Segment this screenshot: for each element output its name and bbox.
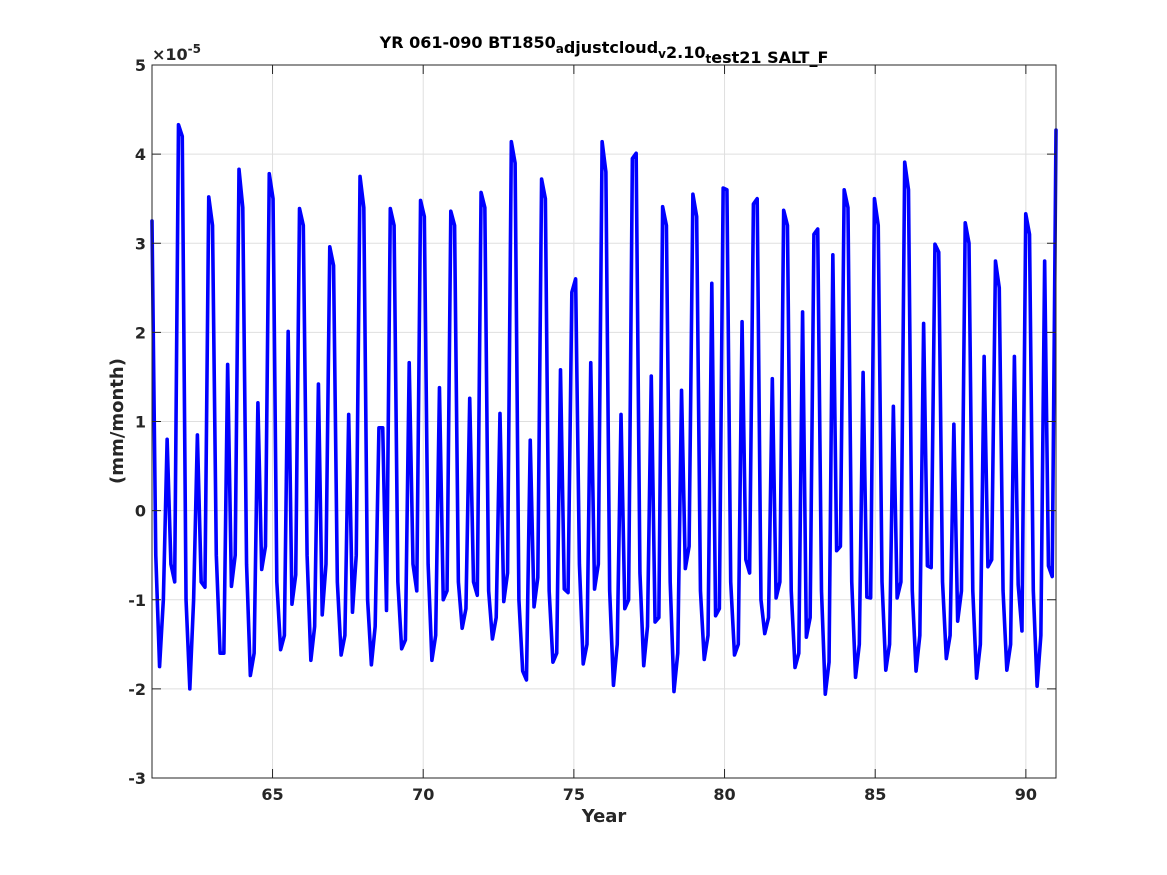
- title-part: 2.10: [666, 43, 705, 62]
- series-line: [150, 122, 1058, 697]
- y-tick-label: 4: [135, 145, 146, 164]
- y-tick-label: -3: [128, 769, 146, 788]
- y-tick-label: 0: [135, 502, 146, 521]
- y-tick-label: 3: [135, 234, 146, 253]
- title-part: YR 061-090 BT1850: [379, 33, 556, 52]
- y-tick-label: -1: [128, 591, 146, 610]
- y-axis-exponent: ×10-5: [152, 42, 201, 64]
- exponent-power: -5: [188, 42, 201, 56]
- x-tick-label: 75: [563, 785, 585, 804]
- title-subscript: a: [556, 42, 564, 56]
- chart-title: YR 061-090 BT1850adjustcloudv2.10test21 …: [379, 33, 829, 67]
- y-tick-label: 1: [135, 413, 146, 432]
- title-part: djustcloud: [564, 38, 658, 57]
- title-part: est21 SALT_F: [711, 48, 828, 67]
- x-tick-label: 65: [261, 785, 283, 804]
- x-tick-labels: 65 70 75 80 85 90: [261, 785, 1037, 804]
- title-subscript: v: [658, 47, 666, 61]
- y-axis-label: (mm/month): [107, 358, 128, 484]
- y-tick-labels: -3 -2 -1 0 1 2 3 4 5: [128, 56, 146, 788]
- ticks: [152, 64, 1056, 779]
- y-tick-label: 2: [135, 323, 146, 342]
- x-axis-label: Year: [581, 806, 627, 827]
- title-subscript: t: [705, 52, 711, 66]
- exponent-base: ×10: [152, 45, 188, 64]
- x-tick-label: 85: [864, 785, 886, 804]
- y-tick-label: -2: [128, 680, 146, 699]
- x-tick-label: 80: [713, 785, 735, 804]
- x-tick-label: 90: [1015, 785, 1037, 804]
- y-tick-label: 5: [135, 56, 146, 75]
- x-tick-label: 70: [412, 785, 434, 804]
